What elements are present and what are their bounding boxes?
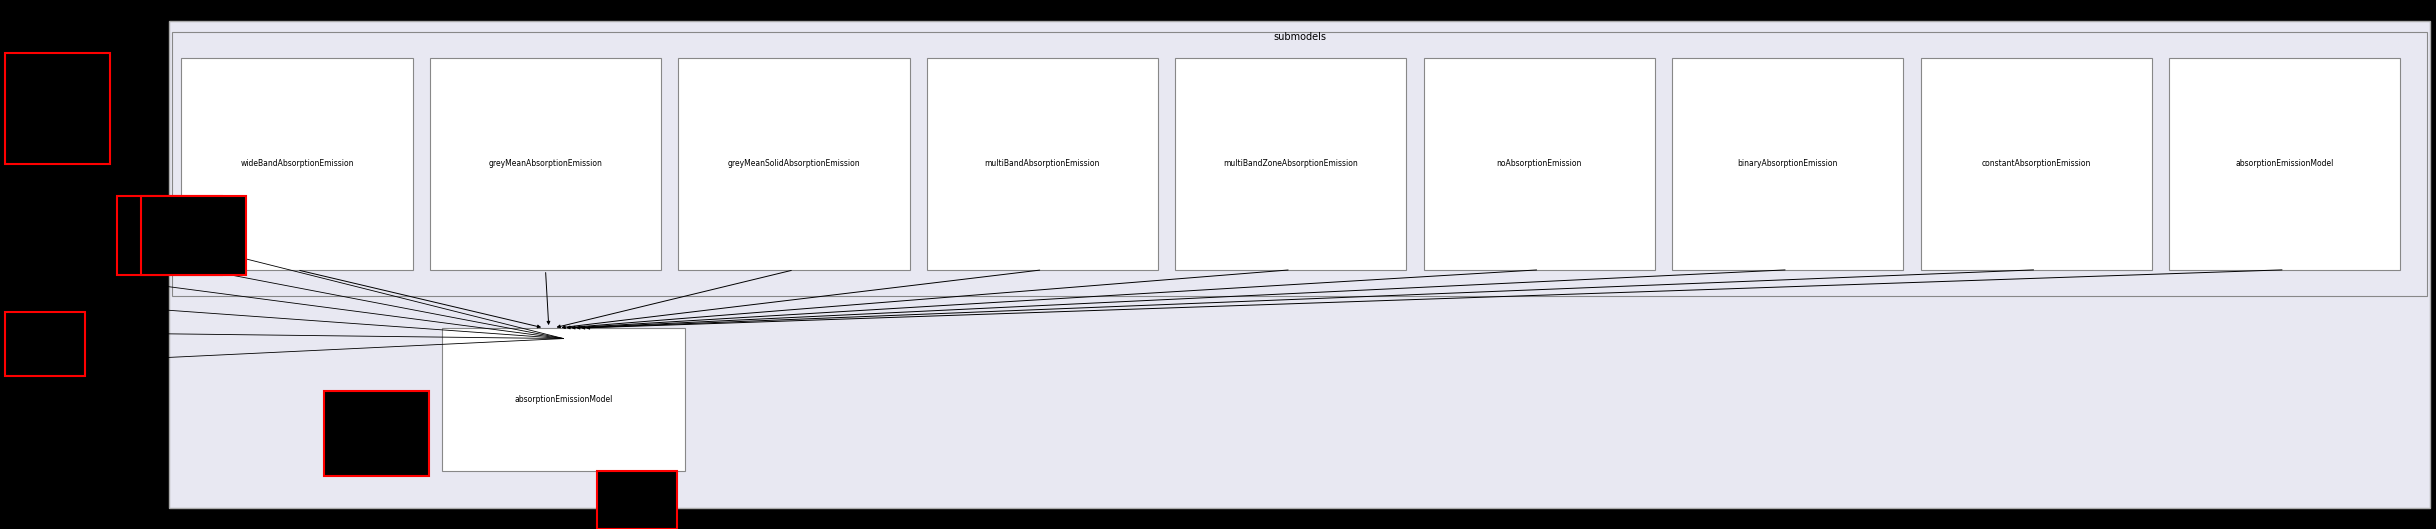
Bar <box>5 312 85 376</box>
Text: constantAbsorptionEmission: constantAbsorptionEmission <box>1980 159 2090 169</box>
Text: wideBandAbsorptionEmission: wideBandAbsorptionEmission <box>241 159 353 169</box>
Bar <box>443 328 685 471</box>
Bar <box>5 53 110 164</box>
Bar <box>324 391 429 476</box>
Bar <box>1922 58 2151 270</box>
Bar <box>677 58 909 270</box>
Text: noAbsorptionEmission: noAbsorptionEmission <box>1496 159 1581 169</box>
Bar <box>171 32 2426 296</box>
Text: greyMeanSolidAbsorptionEmission: greyMeanSolidAbsorptionEmission <box>728 159 860 169</box>
Bar <box>1423 58 1654 270</box>
Text: submodels: submodels <box>1274 32 1325 42</box>
Bar <box>2170 58 2399 270</box>
Text: absorptionEmissionModel: absorptionEmissionModel <box>514 395 611 404</box>
Bar <box>1177 58 1406 270</box>
Text: binaryAbsorptionEmission: binaryAbsorptionEmission <box>1737 159 1839 169</box>
Bar <box>1674 58 1903 270</box>
Text: multiBandZoneAbsorptionEmission: multiBandZoneAbsorptionEmission <box>1223 159 1359 169</box>
Bar <box>928 58 1157 270</box>
Bar <box>180 58 412 270</box>
Text: multiBandAbsorptionEmission: multiBandAbsorptionEmission <box>984 159 1101 169</box>
Bar <box>117 196 222 275</box>
Text: absorptionEmissionModel: absorptionEmissionModel <box>2236 159 2334 169</box>
Text: greyMeanAbsorptionEmission: greyMeanAbsorptionEmission <box>490 159 602 169</box>
Bar <box>597 471 677 529</box>
Bar <box>141 196 246 275</box>
Bar <box>429 58 660 270</box>
